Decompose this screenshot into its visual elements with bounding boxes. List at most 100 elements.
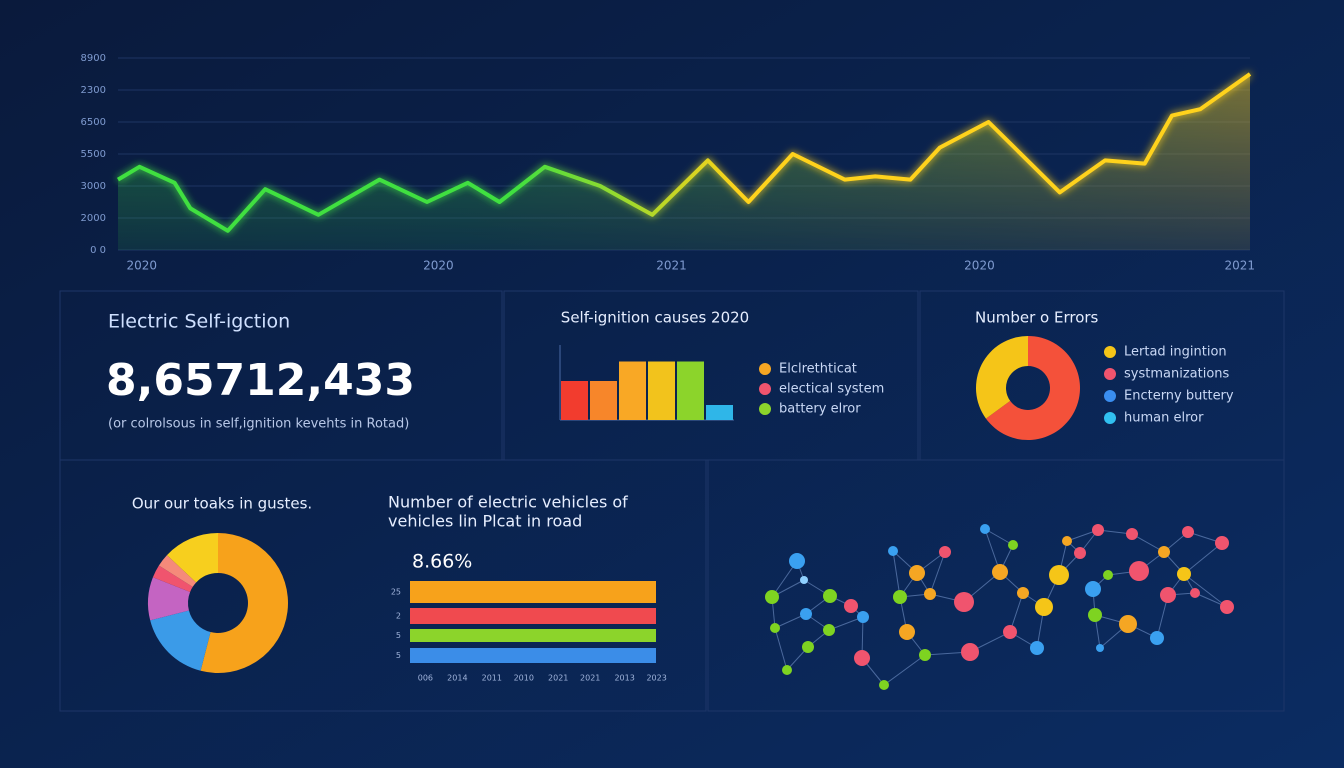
network-node [1215, 536, 1229, 550]
legend-swatch [1104, 390, 1116, 402]
x-tick-label: 006 [418, 674, 433, 683]
network-node [844, 599, 858, 613]
network-node [1119, 615, 1137, 633]
network-node [1158, 546, 1170, 558]
legend-label: battery elror [779, 402, 861, 417]
network-graph [765, 524, 1234, 690]
chart-title: Number of electric vehicles of [388, 493, 628, 512]
network-edge [774, 627, 788, 671]
donut-slice [152, 565, 193, 592]
network-node [1126, 528, 1138, 540]
network-node [954, 592, 974, 612]
legend-label: electical system [779, 382, 884, 397]
area [118, 74, 1250, 250]
donut-slice [158, 555, 197, 587]
bar [677, 361, 704, 420]
x-tick-label: 2014 [447, 674, 467, 683]
x-tick-label: 2011 [482, 674, 502, 683]
y-tick-label: 5 [396, 631, 401, 640]
y-tick-label: 5 [396, 651, 401, 660]
legend-label: human elror [1124, 411, 1204, 426]
network-node [1003, 625, 1017, 639]
network-node [1074, 547, 1086, 559]
network-edge [1183, 542, 1223, 575]
y-tick-label: 2300 [81, 85, 106, 96]
network-edge [1183, 573, 1228, 608]
network-node [909, 565, 925, 581]
network-node [1035, 598, 1053, 616]
donut-slice [200, 533, 288, 673]
y-tick-label: 2000 [81, 213, 106, 224]
legend-label: Encterny buttery [1124, 389, 1234, 404]
x-tick-label: 2010 [514, 674, 534, 683]
network-node [899, 624, 915, 640]
network-node [1085, 581, 1101, 597]
y-tick-label: 3000 [81, 181, 106, 192]
legend-swatch [759, 383, 771, 395]
y-tick-label: 0 0 [90, 245, 106, 256]
x-tick-label: 2020 [126, 259, 157, 273]
legend-label: Elclrethticat [779, 362, 857, 377]
x-tick-label: 2020 [423, 259, 454, 273]
bar [410, 629, 656, 642]
donut-slice [985, 336, 1081, 440]
y-tick-label: 8900 [81, 53, 106, 64]
network-edge [984, 528, 1014, 546]
legend-swatch [759, 363, 771, 375]
kpi-caption: (or colrolsous in self,ignition kevehts … [108, 417, 409, 432]
bar [410, 648, 656, 663]
x-tick-label: 2021 [580, 674, 600, 683]
network-node [857, 611, 869, 623]
network-node [1129, 561, 1149, 581]
chart-title: vehicles lin Plcat in road [388, 512, 582, 531]
network-node [765, 590, 779, 604]
y-tick-label: 2 [396, 612, 401, 621]
y-tick-label: 5500 [81, 149, 106, 160]
y-tick-label: 25 [391, 588, 401, 597]
bar [410, 608, 656, 624]
chart-title: Number o Errors [975, 309, 1099, 327]
network-node [1220, 600, 1234, 614]
network-node [782, 665, 792, 675]
bar [590, 381, 617, 420]
legend-swatch [1104, 346, 1116, 358]
donut-slice [150, 610, 211, 671]
network-node [1088, 608, 1102, 622]
network-node [879, 680, 889, 690]
x-tick-label: 2013 [614, 674, 634, 683]
legend-swatch [1104, 412, 1116, 424]
network-node [924, 588, 936, 600]
network-node [1160, 587, 1176, 603]
chart-title: Self-ignition causes 2020 [561, 309, 749, 327]
network-edge [883, 654, 926, 686]
panels [59, 290, 1285, 712]
network-node [980, 524, 990, 534]
legend-label: Lertad ingintion [1124, 345, 1227, 360]
donut-slice [166, 533, 218, 583]
x-tick-label: 2023 [646, 674, 666, 683]
network-node [893, 590, 907, 604]
x-tick-label: 2021 [548, 674, 568, 683]
network-node [1150, 631, 1164, 645]
panel [707, 459, 1285, 712]
x-tick-label: 2020 [964, 259, 995, 273]
bar [619, 361, 646, 420]
network-node [1017, 587, 1029, 599]
network-edge [929, 551, 946, 595]
x-tick-label: 2021 [656, 259, 687, 273]
network-node [1008, 540, 1018, 550]
bar [648, 361, 675, 420]
donut-slice [147, 577, 191, 621]
network-node [1030, 641, 1044, 655]
donut-slice [976, 336, 1028, 419]
network-node [770, 623, 780, 633]
network-node [789, 553, 805, 569]
x-tick-label: 2021 [1225, 259, 1256, 273]
network-node [800, 608, 812, 620]
network-node [800, 576, 808, 584]
legend-swatch [759, 403, 771, 415]
network-edge [828, 616, 864, 631]
bar [561, 381, 588, 420]
network-node [823, 624, 835, 636]
